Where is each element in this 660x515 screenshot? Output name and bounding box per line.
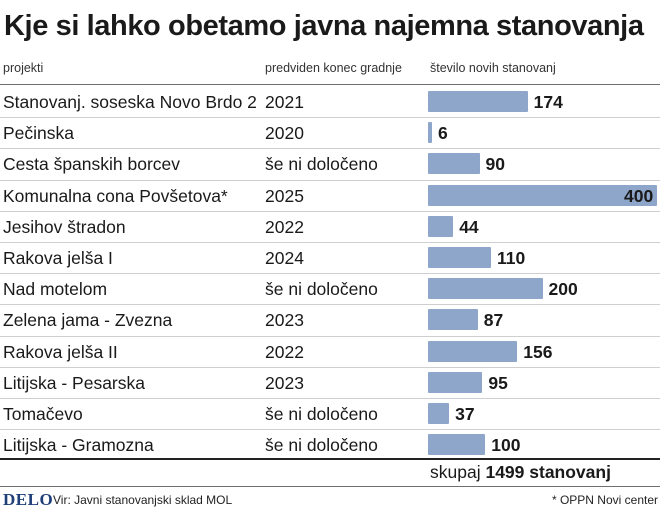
- row-divider: [0, 179, 660, 181]
- completion-year: 2021: [265, 92, 304, 112]
- project-name: Tomačevo: [3, 404, 83, 424]
- completion-year: 2024: [265, 248, 304, 268]
- completion-year: 2023: [265, 310, 304, 331]
- project-name: Rakova jelša I: [3, 248, 113, 268]
- bar-value-label: 156: [523, 341, 553, 362]
- total-value: 1499 stanovanj: [485, 462, 611, 482]
- bar-value-label: 90: [485, 154, 505, 175]
- completion-year: še ni določeno: [265, 404, 378, 424]
- bar: [428, 340, 518, 362]
- bar-value-label: 87: [483, 310, 504, 331]
- completion-year: 2022: [265, 216, 304, 237]
- bar-value-label: 100: [491, 435, 521, 456]
- row-divider: [0, 304, 660, 306]
- completion-year: še ni določeno: [265, 279, 378, 300]
- completion-year: 2023: [265, 372, 304, 393]
- row-divider: [0, 429, 660, 431]
- bar-value-label: 6: [438, 123, 448, 144]
- row-divider: [0, 148, 660, 150]
- project-name: Zelena jama - Zvezna: [3, 310, 173, 331]
- total-prefix: skupaj: [430, 462, 481, 482]
- completion-year: 2020: [265, 123, 304, 144]
- row-divider: [0, 273, 660, 275]
- total-rule: [0, 458, 660, 460]
- bar-value-label: 44: [459, 216, 479, 237]
- row-divider: [0, 398, 660, 399]
- project-name: Litijska - Gramozna: [3, 435, 154, 456]
- row-divider: [0, 242, 660, 243]
- bar: [428, 434, 486, 456]
- total-line: skupaj 1499 stanovanj: [430, 461, 611, 483]
- header-rule: [0, 84, 660, 85]
- bar-value-label: 400: [624, 185, 654, 206]
- footer-rule: [0, 486, 660, 487]
- row-divider: [0, 335, 660, 337]
- column-header-project: projekti: [3, 61, 44, 75]
- completion-year: še ni določeno: [265, 154, 378, 175]
- column-header-units: število novih stanovanj: [430, 61, 556, 75]
- project-name: Rakova jelša II: [3, 341, 118, 362]
- bar: [428, 122, 432, 144]
- bar: [428, 278, 543, 300]
- project-name: Jesihov štradon: [3, 216, 126, 237]
- bar-value-label: 37: [455, 404, 475, 424]
- project-name: Stanovanj. soseska Novo Brdo 2: [3, 92, 257, 112]
- chart-title: Kje si lahko obetamo javna najemna stano…: [4, 10, 644, 42]
- bar-value-label: 200: [548, 279, 578, 300]
- completion-year: 2025: [265, 185, 304, 206]
- bar: [428, 215, 454, 237]
- project-name: Komunalna cona Povšetova*: [3, 185, 228, 206]
- project-name: Nad motelom: [3, 279, 108, 300]
- project-name: Cesta španskih borcev: [3, 154, 181, 175]
- source-text: Vir: Javni stanovanjski sklad MOL: [53, 493, 233, 507]
- bar-value-label: 174: [533, 92, 563, 112]
- bar: [428, 91, 528, 112]
- bar: [428, 403, 450, 424]
- row-divider: [0, 366, 660, 368]
- project-name: Pečinska: [3, 123, 75, 144]
- completion-year: 2022: [265, 341, 304, 362]
- bar-value-label: 95: [488, 372, 508, 393]
- row-divider: [0, 210, 660, 212]
- bar: [428, 247, 491, 268]
- bar: [428, 371, 483, 393]
- row-divider: [0, 117, 660, 119]
- completion-year: še ni določeno: [265, 435, 378, 456]
- delo-logo: DELO: [3, 490, 54, 509]
- bar: [428, 309, 478, 331]
- bar-value-label: 110: [496, 248, 526, 268]
- column-header-completion: predviden konec gradnje: [265, 61, 402, 75]
- bar: [428, 153, 480, 175]
- footnote-text: * OPPN Novi center: [551, 493, 658, 507]
- bar: [428, 184, 657, 206]
- project-name: Litijska - Pesarska: [3, 372, 145, 393]
